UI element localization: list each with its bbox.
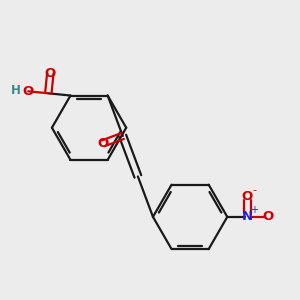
- Text: +: +: [250, 205, 258, 215]
- Text: H: H: [11, 84, 21, 97]
- Text: O: O: [262, 210, 273, 224]
- Text: O: O: [22, 85, 34, 98]
- Text: -: -: [253, 185, 257, 195]
- Text: N: N: [242, 210, 253, 224]
- Text: O: O: [242, 190, 253, 203]
- Text: O: O: [45, 67, 56, 80]
- Text: O: O: [98, 137, 109, 150]
